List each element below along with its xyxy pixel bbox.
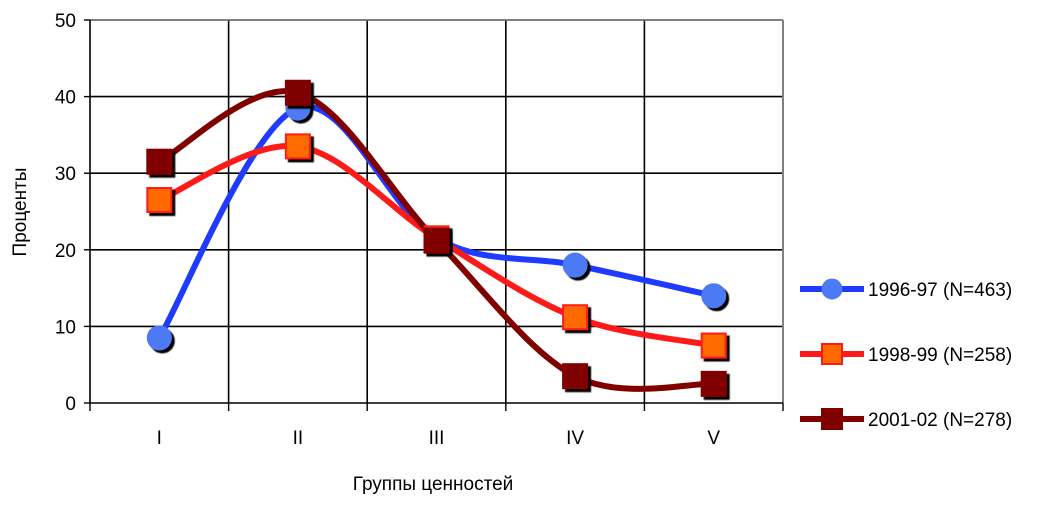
- series-3-markers: [146, 79, 727, 397]
- data-point: [146, 325, 172, 351]
- legend-label: 2001-02 (N=278): [868, 410, 1012, 431]
- data-point: [146, 187, 173, 214]
- x-tick-label: II: [293, 428, 304, 449]
- data-point: [562, 252, 588, 278]
- data-point: [284, 133, 311, 160]
- data-point: [284, 79, 311, 106]
- data-point: [562, 304, 589, 331]
- x-tick-label: III: [429, 428, 445, 449]
- data-point: [146, 148, 173, 175]
- legend-item: 2001-02 (N=278): [800, 408, 1012, 431]
- x-tick-label: V: [707, 428, 720, 449]
- y-tick-label: 50: [55, 11, 76, 32]
- data-point: [700, 370, 727, 397]
- legend-label: 1996-97 (N=463): [868, 280, 1012, 301]
- grid: [90, 19, 784, 403]
- data-point: [701, 283, 727, 309]
- series-1-markers: [146, 95, 727, 351]
- y-tick-label: 30: [55, 164, 76, 185]
- legend-marker: [821, 343, 843, 365]
- series-line: [156, 103, 715, 340]
- legend-item: 1996-97 (N=463): [800, 278, 1012, 301]
- x-tick-label: I: [157, 428, 162, 449]
- series-1: [156, 103, 715, 340]
- x-tick-label: IV: [566, 428, 584, 449]
- legend-marker: [821, 278, 843, 300]
- data-point: [423, 227, 450, 254]
- y-tick-label: 40: [55, 88, 76, 109]
- y-axis-title: Проценты: [10, 168, 31, 257]
- legend: 1996-97 (N=463) 1998-99 (N=258) 2001-02 (N…: [800, 278, 1012, 431]
- x-axis-title: Группы ценностей: [353, 474, 514, 495]
- legend-label: 1998-99 (N=258): [868, 345, 1012, 366]
- legend-item: 1998-99 (N=258): [800, 343, 1012, 366]
- data-point: [700, 332, 727, 359]
- legend-marker: [821, 408, 843, 430]
- series: [146, 79, 727, 397]
- data-point: [562, 363, 589, 390]
- y-tick-label: 0: [65, 394, 76, 415]
- y-tick-label: 10: [55, 317, 76, 338]
- y-tick-label: 20: [55, 241, 76, 262]
